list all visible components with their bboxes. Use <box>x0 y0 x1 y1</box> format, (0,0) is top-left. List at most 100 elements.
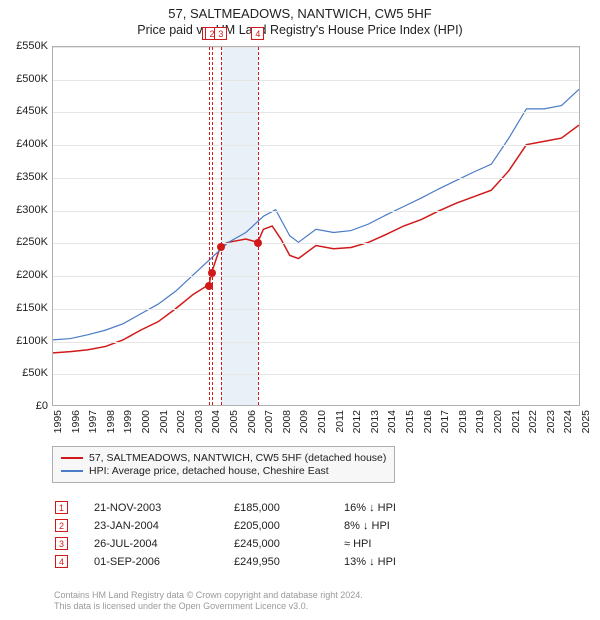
event-line <box>258 47 259 405</box>
ytick-label: £500K <box>4 73 48 85</box>
ytick-label: £450K <box>4 105 48 117</box>
gridline-h <box>53 145 579 146</box>
xtick-label: 2005 <box>228 410 240 450</box>
event-table-row: 1 21-NOV-2003£185,00016% ↓ HPI <box>55 501 444 514</box>
xtick-label: 2011 <box>334 410 346 450</box>
xtick-label: 2015 <box>404 410 416 450</box>
event-date: 01-SEP-2006 <box>94 556 234 568</box>
xtick-label: 2001 <box>158 410 170 450</box>
xtick-label: 2004 <box>210 410 222 450</box>
xtick-label: 2021 <box>510 410 522 450</box>
event-price: £205,000 <box>234 520 344 532</box>
xtick-label: 2014 <box>386 410 398 450</box>
event-line <box>221 47 222 405</box>
event-date: 21-NOV-2003 <box>94 502 234 514</box>
title-address: 57, SALTMEADOWS, NANTWICH, CW5 5HF <box>0 6 600 21</box>
gridline-h <box>53 243 579 244</box>
event-table-badge: 3 <box>55 537 68 550</box>
legend-label: HPI: Average price, detached house, Ches… <box>89 465 329 477</box>
event-table-row: 2 23-JAN-2004£205,0008% ↓ HPI <box>55 519 444 532</box>
gridline-h <box>53 374 579 375</box>
ytick-label: £250K <box>4 236 48 248</box>
xtick-label: 1999 <box>122 410 134 450</box>
event-table-row: 4 01-SEP-2006£249,95013% ↓ HPI <box>55 555 444 568</box>
gridline-h <box>53 47 579 48</box>
event-badge: 4 <box>251 27 264 40</box>
event-price: £185,000 <box>234 502 344 514</box>
event-line <box>209 47 210 405</box>
disclaimer-text: Contains HM Land Registry data © Crown c… <box>54 590 363 613</box>
event-price: £245,000 <box>234 538 344 550</box>
xtick-label: 2017 <box>439 410 451 450</box>
event-delta: 16% ↓ HPI <box>344 502 444 514</box>
gridline-h <box>53 211 579 212</box>
ytick-label: £200K <box>4 269 48 281</box>
event-delta: ≈ HPI <box>344 538 444 550</box>
title-subtitle: Price paid vs. HM Land Registry's House … <box>0 23 600 37</box>
legend-swatch <box>61 457 83 459</box>
xtick-label: 2002 <box>175 410 187 450</box>
event-marker <box>254 239 262 247</box>
event-delta: 8% ↓ HPI <box>344 520 444 532</box>
xtick-label: 2003 <box>193 410 205 450</box>
event-table-badge: 2 <box>55 519 68 532</box>
legend-label: 57, SALTMEADOWS, NANTWICH, CW5 5HF (deta… <box>89 452 386 464</box>
gridline-h <box>53 309 579 310</box>
chart-lines-svg <box>53 47 579 405</box>
xtick-label: 2018 <box>457 410 469 450</box>
ytick-label: £550K <box>4 40 48 52</box>
event-line <box>212 47 213 405</box>
event-price: £249,950 <box>234 556 344 568</box>
event-marker <box>217 243 225 251</box>
ytick-label: £400K <box>4 138 48 150</box>
ytick-label: £150K <box>4 302 48 314</box>
ytick-label: £100K <box>4 335 48 347</box>
xtick-label: 2019 <box>474 410 486 450</box>
disclaimer-line2: This data is licensed under the Open Gov… <box>54 601 363 612</box>
xtick-label: 2007 <box>263 410 275 450</box>
xtick-label: 1997 <box>87 410 99 450</box>
ytick-label: £50K <box>4 367 48 379</box>
event-badge: 3 <box>214 27 227 40</box>
xtick-label: 2008 <box>281 410 293 450</box>
series-line <box>53 89 579 340</box>
xtick-label: 1996 <box>70 410 82 450</box>
event-date: 26-JUL-2004 <box>94 538 234 550</box>
ytick-label: £350K <box>4 171 48 183</box>
xtick-label: 1998 <box>105 410 117 450</box>
event-marker <box>205 282 213 290</box>
event-table-row: 3 26-JUL-2004£245,000≈ HPI <box>55 537 444 550</box>
event-delta: 13% ↓ HPI <box>344 556 444 568</box>
xtick-label: 2013 <box>369 410 381 450</box>
xtick-label: 2022 <box>527 410 539 450</box>
disclaimer-line1: Contains HM Land Registry data © Crown c… <box>54 590 363 601</box>
gridline-h <box>53 80 579 81</box>
gridline-h <box>53 178 579 179</box>
figure-container: 57, SALTMEADOWS, NANTWICH, CW5 5HF Price… <box>0 0 600 620</box>
event-date: 23-JAN-2004 <box>94 520 234 532</box>
gridline-h <box>53 342 579 343</box>
legend-row: HPI: Average price, detached house, Ches… <box>61 465 386 477</box>
event-marker <box>208 269 216 277</box>
ytick-label: £0 <box>4 400 48 412</box>
xtick-label: 2010 <box>316 410 328 450</box>
gridline-h <box>53 112 579 113</box>
xtick-label: 1995 <box>52 410 64 450</box>
xtick-label: 2016 <box>422 410 434 450</box>
gridline-h <box>53 276 579 277</box>
title-block: 57, SALTMEADOWS, NANTWICH, CW5 5HF Price… <box>0 0 600 37</box>
xtick-label: 2006 <box>246 410 258 450</box>
xtick-label: 2023 <box>545 410 557 450</box>
event-table: 1 21-NOV-2003£185,00016% ↓ HPI 2 23-JAN-200… <box>55 496 444 573</box>
legend-swatch <box>61 470 83 472</box>
xtick-label: 2009 <box>298 410 310 450</box>
ytick-label: £300K <box>4 204 48 216</box>
event-table-badge: 1 <box>55 501 68 514</box>
xtick-label: 2000 <box>140 410 152 450</box>
legend-row: 57, SALTMEADOWS, NANTWICH, CW5 5HF (deta… <box>61 452 386 464</box>
chart-plot-area: 1234 <box>52 46 580 406</box>
legend-box: 57, SALTMEADOWS, NANTWICH, CW5 5HF (deta… <box>52 446 395 483</box>
xtick-label: 2020 <box>492 410 504 450</box>
xtick-label: 2025 <box>580 410 592 450</box>
event-table-badge: 4 <box>55 555 68 568</box>
